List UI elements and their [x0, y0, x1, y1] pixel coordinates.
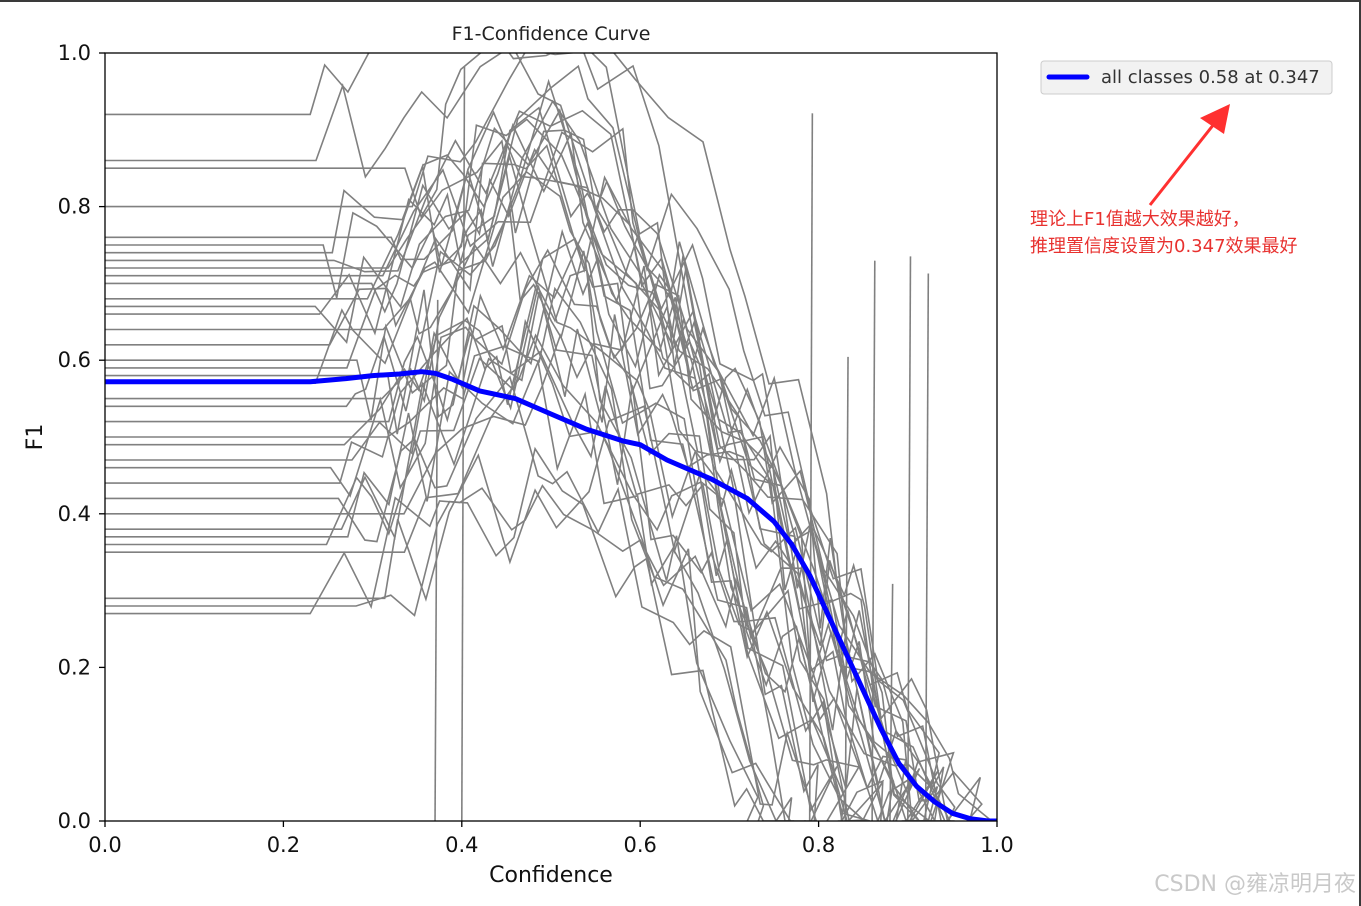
x-tick-label: 0.2 — [267, 833, 300, 857]
x-tick-label: 0.6 — [623, 833, 656, 857]
class-curve — [105, 53, 861, 821]
y-axis-ticks: 0.0 0.2 0.4 0.6 0.8 1.0 — [58, 41, 105, 833]
plot-frame — [104, 52, 998, 822]
x-axis-ticks: 0.0 0.2 0.4 0.6 0.8 1.0 — [88, 821, 1014, 857]
annotation-line-1: 理论上F1值越大效果越好， — [1030, 209, 1250, 230]
class-curve-drop — [808, 113, 814, 821]
annotation-arrow — [1148, 104, 1230, 206]
class-curve — [105, 237, 983, 821]
class-curve-drop — [434, 299, 439, 821]
class-curve — [105, 318, 921, 821]
class-curve — [105, 53, 940, 821]
legend-box — [1040, 60, 1333, 95]
class-curve — [105, 484, 907, 821]
per-class-curves — [105, 53, 993, 821]
y-tick-label: 0.2 — [58, 655, 91, 679]
class-curve — [105, 286, 765, 821]
x-tick-label: 0.4 — [445, 833, 478, 857]
x-tick-label: 1.0 — [980, 833, 1013, 857]
class-curve — [105, 359, 793, 821]
class-curve-drop — [906, 256, 912, 821]
class-curve — [105, 221, 955, 821]
class-curve — [105, 243, 759, 821]
class-curve-drop — [889, 583, 894, 821]
watermark: CSDN @雍凉明月夜 — [1154, 872, 1356, 897]
all-classes-curve — [105, 369, 997, 821]
y-axis-label: F1 — [23, 424, 48, 451]
class-curve — [105, 207, 848, 821]
class-curve — [105, 53, 866, 821]
x-axis-label: Confidence — [489, 863, 613, 888]
class-curve — [105, 291, 885, 821]
class-curve-drop — [844, 356, 849, 821]
class-curve — [105, 446, 795, 821]
class-curve-drop — [924, 273, 930, 821]
series-line-all-classes — [105, 369, 997, 821]
y-tick-label: 1.0 — [58, 41, 91, 65]
legend-label: all classes 0.58 at 0.347 — [1101, 67, 1320, 88]
class-curve — [105, 285, 945, 821]
chart-title: F1-Confidence Curve — [452, 23, 651, 45]
x-tick-label: 0.0 — [88, 833, 121, 857]
class-curve — [105, 78, 806, 821]
class-curve — [105, 405, 951, 821]
y-tick-label: 0.4 — [58, 502, 91, 526]
class-curve — [105, 175, 946, 821]
legend: all classes 0.58 at 0.347 — [1040, 60, 1333, 95]
class-curve — [105, 108, 939, 821]
annotation-line-2: 推理置信度设置为0.347效果最好 — [1030, 236, 1298, 257]
class-curve-drop — [460, 66, 466, 821]
x-tick-label: 0.8 — [802, 833, 835, 857]
class-curve — [105, 118, 895, 821]
class-curve — [105, 324, 884, 821]
y-tick-label: 0.6 — [58, 348, 91, 372]
class-curve-drop — [871, 260, 876, 821]
class-curve — [105, 53, 819, 821]
y-tick-label: 0.0 — [58, 809, 91, 833]
class-curve — [105, 106, 838, 821]
y-tick-label: 0.8 — [58, 195, 91, 219]
class-curve — [105, 248, 993, 821]
class-curve — [105, 153, 846, 821]
